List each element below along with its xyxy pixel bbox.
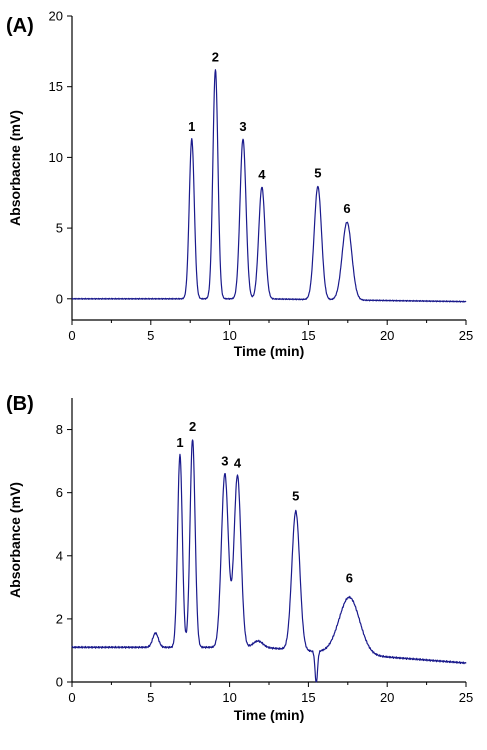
panel-a-x-tick-label: 20 [380,328,394,343]
panel-b-y-tick-label: 6 [56,485,63,500]
panel-a-x-axis-title: Time (min) [234,343,305,359]
panel-a-peak-label: 2 [212,50,219,65]
panel-a-x-tick-label: 0 [68,328,75,343]
panel-b-x-tick-label: 20 [380,690,394,705]
panel-a-peak-label: 3 [239,119,246,134]
panel-b-x-tick-label: 10 [222,690,236,705]
panel-b-peak-label: 3 [221,454,228,469]
panel-b-trace [71,439,467,683]
panel-a-y-tick-label: 0 [56,291,63,306]
panel-b-x-tick-label: 0 [68,690,75,705]
panel-a-x-tick-label: 5 [147,328,154,343]
panel-b-y-tick-label: 2 [56,611,63,626]
panel-b-y-tick-label: 4 [56,548,63,563]
panel-a-x-tick-label: 10 [222,328,236,343]
panel-a-peak-label: 4 [258,167,266,182]
panel-b-y-tick-label: 0 [56,675,63,690]
panel-b-y-axis-title: Absorbance (mV) [7,482,23,598]
panel-b-y-tick-label: 8 [56,422,63,437]
panel-a-peak-label: 5 [314,166,321,181]
panel-b-peak-label: 4 [234,455,242,470]
panel-b-peak-label: 6 [346,570,353,585]
panel-a-y-tick-label: 15 [49,79,63,94]
panel-a-peak-label: 6 [343,201,350,216]
panel-b-x-tick-label: 15 [301,690,315,705]
panel-a-y-tick-label: 20 [49,9,63,24]
panel-b-x-tick-label: 25 [459,690,473,705]
panel-a-y-tick-label: 5 [56,221,63,236]
panel-a-y-axis-title: Absorbacne (mV) [7,110,23,226]
panel-a-x-tick-label: 15 [301,328,315,343]
panel-b-peak-label: 1 [176,435,183,450]
panel-b-x-tick-label: 5 [147,690,154,705]
panel-b-label: (B) [6,393,34,415]
panel-b-x-axis-title: Time (min) [234,707,305,723]
panel-a-peak-label: 1 [188,119,195,134]
panel-a-x-tick-label: 25 [459,328,473,343]
panel-a-label: (A) [6,15,34,37]
panel-a-trace [71,69,467,303]
panel-b-peak-label: 2 [189,419,196,434]
panel-a-y-tick-label: 10 [49,150,63,165]
panel-b-peak-label: 5 [292,488,299,503]
